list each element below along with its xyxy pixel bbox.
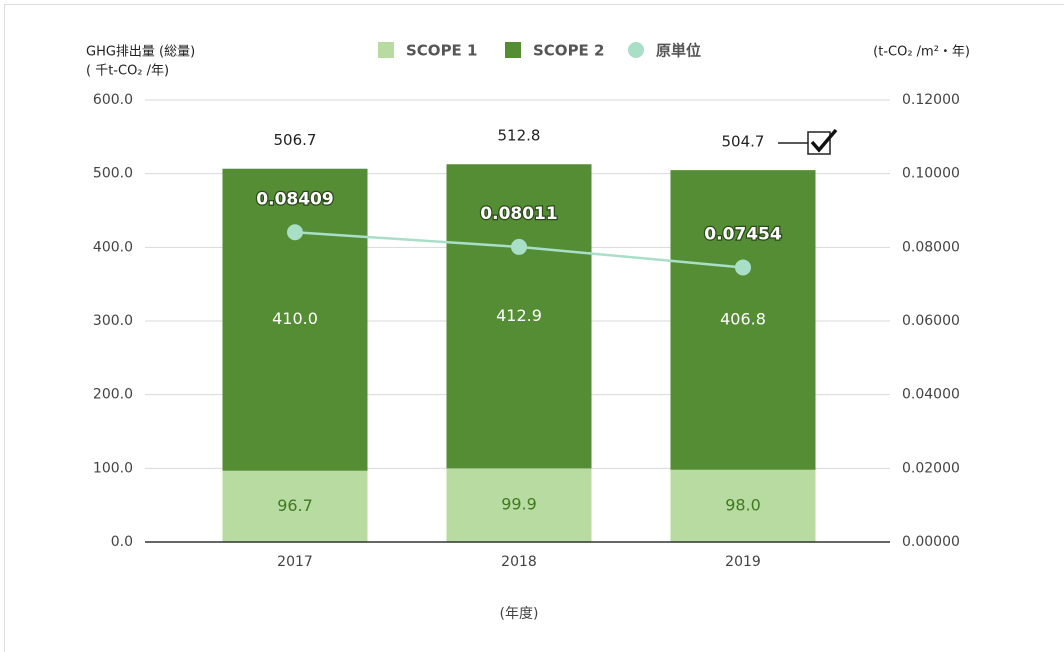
- y2-tick-label: 0.06000: [902, 313, 960, 329]
- y-axis-label: GHG排出量 (総量): [86, 45, 195, 60]
- y-tick-label: 600.0: [93, 92, 133, 108]
- line-point: [287, 224, 303, 241]
- y2-tick-label: 0.00000: [902, 534, 960, 550]
- y2-tick-label: 0.02000: [902, 460, 960, 476]
- x-tick-label: 2019: [725, 554, 761, 570]
- bar-value-label: 410.0: [272, 309, 318, 328]
- bar-value-label: 412.9: [496, 306, 542, 325]
- legend-swatch: [628, 42, 644, 58]
- bar: [222, 168, 368, 471]
- legend-label: SCOPE 2: [533, 42, 604, 60]
- total-label: 512.8: [498, 127, 541, 145]
- y-tick-label: 400.0: [93, 239, 133, 255]
- bar: [446, 164, 592, 469]
- y-axis-label: ( 千t-CO₂ /年): [86, 64, 169, 79]
- bar-value-label: 99.9: [501, 495, 537, 514]
- y2-tick-label: 0.12000: [902, 92, 960, 108]
- y2-tick-label: 0.04000: [902, 387, 960, 403]
- y-tick-label: 200.0: [93, 387, 133, 403]
- bar: [670, 469, 816, 542]
- y-tick-label: 0.0: [111, 534, 133, 550]
- legend-swatch: [505, 42, 521, 58]
- y2-axis-label: (t-CO₂ /m²・年): [873, 45, 970, 60]
- bar: [222, 470, 368, 542]
- line-value-label: 0.08011: [480, 204, 557, 224]
- x-axis-label: (年度): [500, 606, 539, 622]
- total-label: 504.7: [722, 133, 765, 151]
- line-value-label: 0.07454: [704, 224, 782, 244]
- bar: [446, 468, 592, 542]
- total-label: 506.7: [274, 131, 317, 149]
- legend-label: SCOPE 1: [406, 42, 477, 60]
- legend-swatch: [378, 42, 394, 58]
- line-value-label: 0.08409: [256, 189, 333, 209]
- check-icon: [778, 128, 838, 155]
- line-point: [511, 238, 527, 255]
- x-tick-label: 2018: [501, 554, 537, 570]
- bar: [670, 170, 816, 470]
- y-tick-label: 500.0: [93, 166, 133, 182]
- y2-tick-label: 0.08000: [902, 239, 960, 255]
- bar-value-label: 98.0: [725, 495, 761, 514]
- bar-value-label: 406.8: [720, 309, 766, 328]
- bar-value-label: 96.7: [277, 496, 313, 515]
- frame: [4, 4, 1064, 652]
- y2-tick-label: 0.10000: [902, 166, 960, 182]
- x-tick-label: 2017: [277, 554, 313, 570]
- y-tick-label: 100.0: [93, 460, 133, 476]
- legend-label: 原単位: [656, 42, 701, 60]
- y-tick-label: 300.0: [93, 313, 133, 329]
- line-point: [735, 259, 751, 276]
